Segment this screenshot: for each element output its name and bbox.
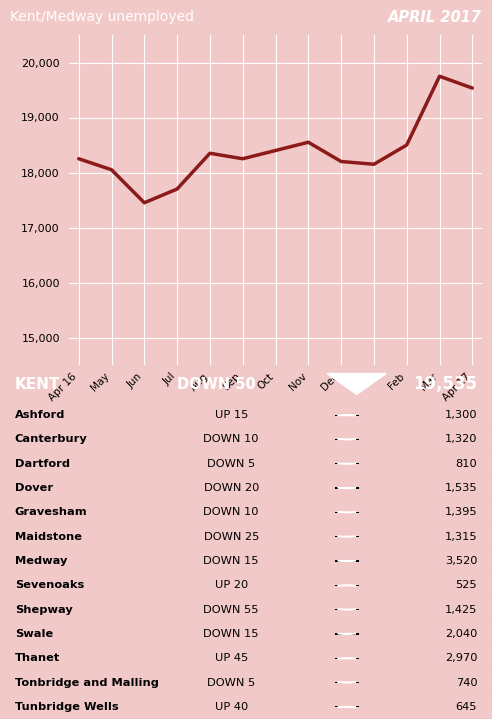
Text: 645: 645 — [456, 702, 477, 712]
Polygon shape — [338, 512, 356, 513]
FancyBboxPatch shape — [335, 463, 359, 464]
Polygon shape — [338, 487, 356, 488]
FancyBboxPatch shape — [335, 536, 359, 537]
Text: DOWN 10: DOWN 10 — [204, 434, 259, 444]
Text: UP 45: UP 45 — [215, 654, 248, 663]
Text: 2,040: 2,040 — [445, 629, 477, 639]
FancyBboxPatch shape — [335, 658, 359, 659]
Text: DOWN 5: DOWN 5 — [207, 677, 255, 687]
Text: 525: 525 — [456, 580, 477, 590]
FancyBboxPatch shape — [335, 633, 359, 634]
Text: Kent/Medway unemployed: Kent/Medway unemployed — [10, 11, 194, 24]
Text: 1,315: 1,315 — [445, 531, 477, 541]
Polygon shape — [338, 585, 356, 586]
Polygon shape — [338, 682, 356, 683]
Text: Sevenoaks: Sevenoaks — [15, 580, 84, 590]
Text: Dartford: Dartford — [15, 459, 70, 469]
Polygon shape — [338, 415, 356, 416]
FancyBboxPatch shape — [335, 512, 359, 513]
Text: DOWN 15: DOWN 15 — [204, 629, 259, 639]
FancyBboxPatch shape — [335, 682, 359, 683]
Text: DOWN 50: DOWN 50 — [177, 377, 256, 392]
Text: Canterbury: Canterbury — [15, 434, 88, 444]
Text: Shepway: Shepway — [15, 605, 72, 615]
Text: DOWN 5: DOWN 5 — [207, 459, 255, 469]
Text: DOWN 10: DOWN 10 — [204, 508, 259, 518]
Polygon shape — [338, 633, 356, 634]
FancyBboxPatch shape — [335, 415, 359, 416]
Polygon shape — [338, 609, 356, 610]
FancyBboxPatch shape — [335, 585, 359, 586]
Text: 1,425: 1,425 — [445, 605, 477, 615]
Polygon shape — [338, 439, 356, 440]
Text: Swale: Swale — [15, 629, 53, 639]
Text: DOWN 15: DOWN 15 — [204, 556, 259, 566]
FancyBboxPatch shape — [335, 487, 359, 489]
Text: Maidstone: Maidstone — [15, 531, 82, 541]
Text: UP 15: UP 15 — [215, 410, 248, 420]
Text: DOWN 55: DOWN 55 — [204, 605, 259, 615]
Text: Dover: Dover — [15, 483, 53, 493]
FancyBboxPatch shape — [335, 560, 359, 562]
Text: Ashford: Ashford — [15, 410, 65, 420]
Text: 1,395: 1,395 — [445, 508, 477, 518]
Text: 3,520: 3,520 — [445, 556, 477, 566]
Polygon shape — [338, 536, 356, 537]
Text: 1,320: 1,320 — [445, 434, 477, 444]
Text: 1,300: 1,300 — [445, 410, 477, 420]
Text: Tunbridge Wells: Tunbridge Wells — [15, 702, 119, 712]
Text: 2,970: 2,970 — [445, 654, 477, 663]
Text: 810: 810 — [456, 459, 477, 469]
Text: Tonbridge and Malling: Tonbridge and Malling — [15, 677, 158, 687]
Text: UP 20: UP 20 — [215, 580, 248, 590]
Text: Thanet: Thanet — [15, 654, 60, 663]
Polygon shape — [338, 658, 356, 659]
Text: DOWN 25: DOWN 25 — [204, 531, 259, 541]
Text: Gravesham: Gravesham — [15, 508, 88, 518]
FancyBboxPatch shape — [335, 706, 359, 707]
Text: 740: 740 — [456, 677, 477, 687]
Text: UP 40: UP 40 — [215, 702, 248, 712]
FancyBboxPatch shape — [335, 439, 359, 440]
Text: DOWN 20: DOWN 20 — [204, 483, 259, 493]
Text: 1,535: 1,535 — [445, 483, 477, 493]
FancyBboxPatch shape — [335, 609, 359, 610]
Text: APRIL 2017: APRIL 2017 — [388, 10, 482, 25]
Polygon shape — [338, 561, 356, 562]
Text: Medway: Medway — [15, 556, 67, 566]
Text: KENT: KENT — [15, 377, 60, 392]
Text: 19,535: 19,535 — [413, 375, 477, 393]
Polygon shape — [327, 374, 386, 395]
